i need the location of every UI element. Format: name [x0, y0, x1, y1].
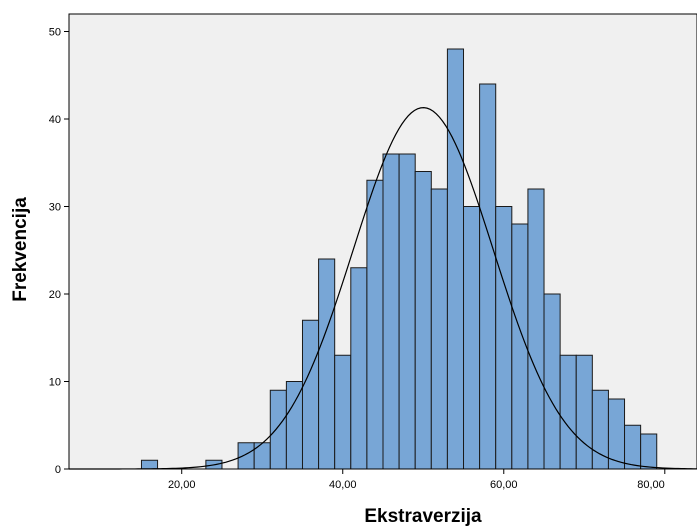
histogram-bar — [527, 188, 545, 470]
histogram-bar — [575, 354, 593, 470]
histogram-bar — [334, 354, 352, 470]
normal-curve — [69, 107, 697, 470]
histogram-bar — [640, 433, 658, 470]
histogram-bar — [269, 389, 287, 470]
histogram-bar — [301, 319, 320, 470]
y-axis-title: Frekvencija — [10, 197, 31, 302]
histogram-bar — [285, 381, 303, 470]
histogram-bars — [140, 48, 658, 470]
y-axis: 0 10 20 30 40 50 — [49, 27, 69, 476]
y-tick-label: 10 — [49, 377, 61, 389]
x-tick-label: 20,00 — [168, 479, 196, 491]
histogram-bar — [398, 153, 416, 470]
histogram-bar — [559, 354, 577, 470]
histogram-bar — [382, 153, 400, 470]
histogram-bar — [318, 258, 336, 470]
histogram-bar — [253, 442, 271, 470]
y-tick-label: 30 — [49, 202, 61, 214]
histogram-bar — [463, 206, 481, 470]
x-tick-label: 40,00 — [329, 479, 357, 491]
histogram-bar — [495, 206, 513, 470]
histogram-bar — [366, 179, 384, 470]
y-tick-label: 40 — [49, 114, 61, 126]
x-axis: 20,00 40,00 60,00 80,00 — [168, 469, 666, 491]
histogram-bar — [624, 424, 642, 470]
x-tick-label: 80,00 — [637, 479, 665, 491]
histogram-bar — [543, 293, 561, 470]
y-tick-label: 0 — [55, 464, 61, 476]
x-axis-title: Ekstraverzija — [364, 506, 482, 527]
histogram-bar — [237, 442, 255, 470]
histogram-bar — [140, 459, 159, 470]
histogram-bar — [446, 48, 465, 470]
y-tick-label: 20 — [49, 289, 61, 301]
histogram-bar — [479, 83, 497, 470]
histogram-bar — [350, 267, 368, 470]
plot-frame — [68, 13, 697, 470]
histogram-bar — [430, 188, 448, 470]
x-tick-label: 60,00 — [490, 479, 518, 491]
histogram-bar — [511, 223, 529, 470]
histogram-bar — [414, 171, 432, 470]
y-tick-label: 50 — [49, 27, 61, 39]
